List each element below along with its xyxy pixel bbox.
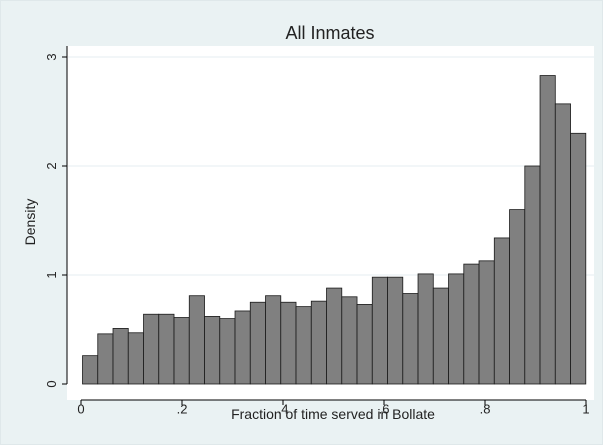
histogram-bar bbox=[234, 310, 251, 385]
histogram-bar bbox=[97, 333, 114, 385]
chart-title: All Inmates bbox=[285, 23, 374, 43]
y-tick-label: 0 bbox=[44, 380, 59, 387]
histogram-bar bbox=[463, 263, 480, 385]
x-tick-label: 0 bbox=[77, 402, 84, 417]
histogram-bar bbox=[112, 328, 129, 385]
histogram-bar bbox=[524, 165, 541, 385]
histogram-bar bbox=[341, 296, 358, 385]
x-tick-label: .4 bbox=[278, 402, 289, 417]
bars-layer bbox=[82, 75, 587, 385]
x-ticks: 0 .2 .4 .6 .8 1 bbox=[77, 400, 590, 417]
histogram-bar bbox=[280, 301, 297, 385]
histogram-bar bbox=[509, 209, 526, 385]
y-ticks: 0 1 2 3 bbox=[44, 53, 67, 388]
y-tick-label: 3 bbox=[44, 53, 59, 60]
histogram-bar bbox=[570, 132, 587, 385]
histogram-bar bbox=[249, 301, 266, 385]
histogram-bar bbox=[326, 287, 343, 385]
histogram-bar bbox=[432, 287, 449, 385]
histogram-bar bbox=[371, 276, 388, 385]
histogram-bar bbox=[539, 75, 556, 385]
histogram-bar bbox=[143, 313, 160, 385]
histogram-bar bbox=[219, 318, 236, 385]
histogram-bar bbox=[127, 332, 144, 385]
histogram-bar bbox=[265, 295, 282, 385]
histogram-bar bbox=[387, 276, 404, 385]
x-tick-label: .6 bbox=[379, 402, 390, 417]
y-tick-label: 2 bbox=[44, 162, 59, 169]
histogram-bar bbox=[402, 293, 419, 385]
y-tick-label: 1 bbox=[44, 271, 59, 278]
histogram-bar bbox=[417, 273, 434, 385]
x-tick-label: 1 bbox=[582, 402, 589, 417]
histogram-bar bbox=[356, 304, 373, 385]
x-tick-label: .8 bbox=[480, 402, 491, 417]
histogram-bar bbox=[158, 313, 175, 385]
histogram-bar bbox=[478, 260, 495, 385]
histogram-bar bbox=[554, 103, 571, 385]
axes-layer bbox=[66, 46, 586, 401]
x-tick-label: .2 bbox=[177, 402, 188, 417]
x-axis-title: Fraction of time served in Bollate bbox=[231, 406, 435, 422]
histogram-bar bbox=[82, 355, 99, 385]
histogram-bar bbox=[448, 273, 465, 385]
histogram-bar bbox=[204, 316, 221, 385]
histogram-bar bbox=[295, 306, 312, 385]
histogram-bar bbox=[188, 295, 205, 385]
histogram-bar bbox=[493, 237, 510, 385]
y-axis-title: Density bbox=[22, 199, 38, 246]
histogram-bar bbox=[173, 317, 190, 385]
histogram-bar bbox=[310, 300, 327, 385]
